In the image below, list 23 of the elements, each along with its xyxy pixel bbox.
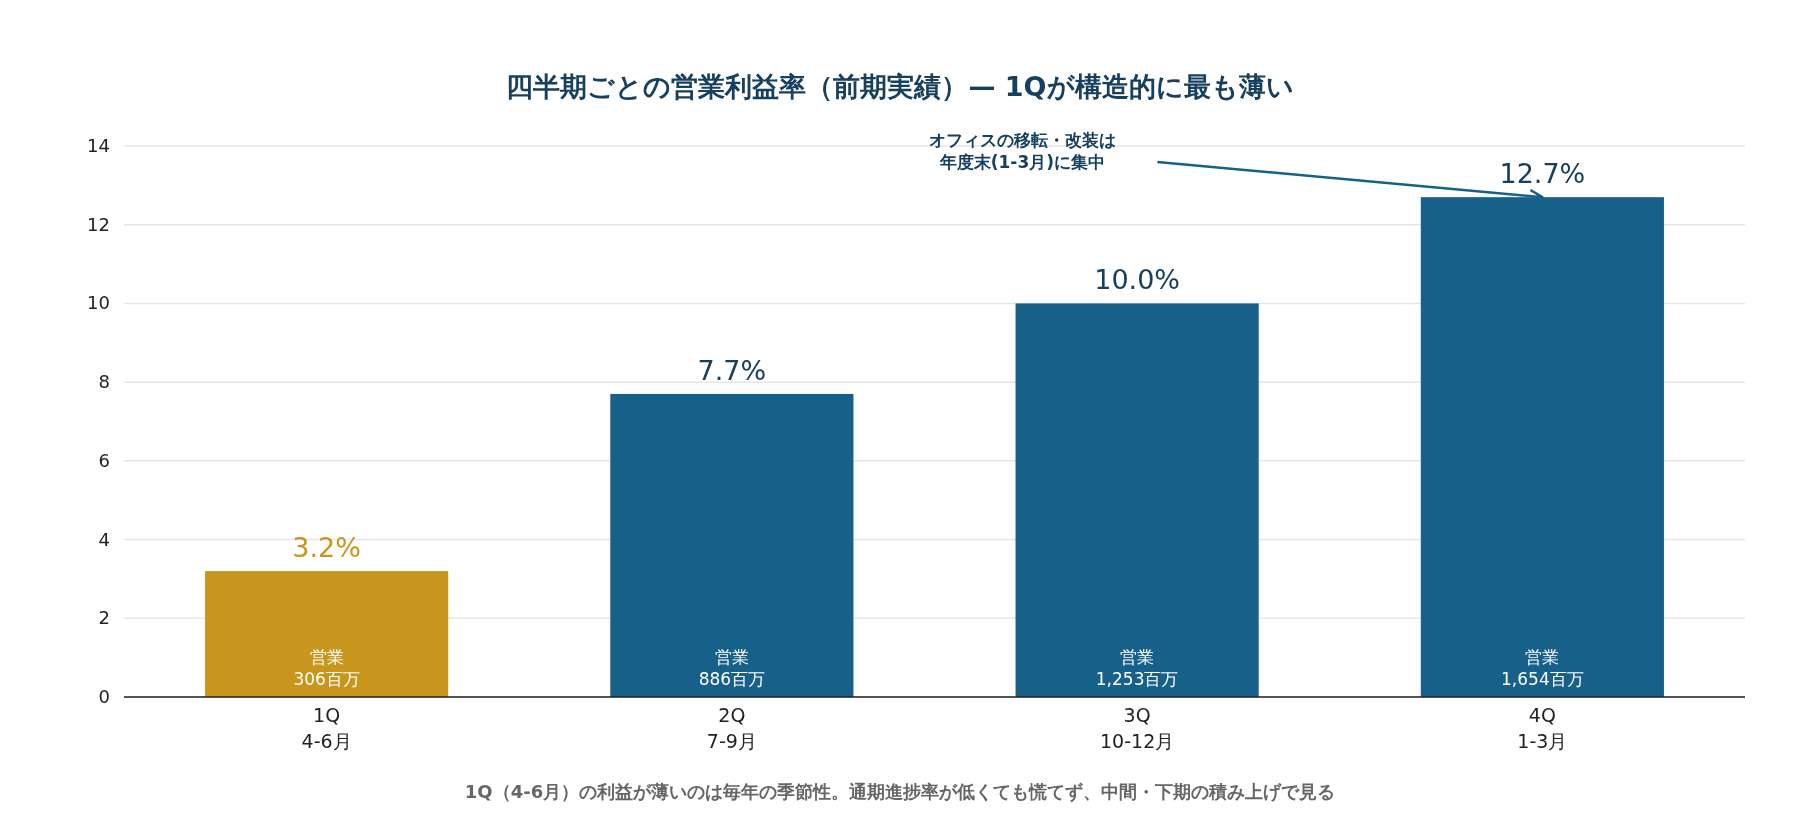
y-tick-label: 12: [87, 213, 110, 235]
y-tick-label: 4: [98, 528, 110, 550]
y-tick-label: 2: [98, 607, 110, 629]
x-tick-label: 1Q 4-6月: [301, 704, 352, 752]
annotation: 営業 1,253百万: [1095, 647, 1179, 689]
data-label: 7.7%: [697, 354, 767, 386]
x-tick-label: 3Q 10-12月: [1100, 704, 1175, 752]
x-tick-label: 2Q 7-9月: [706, 704, 757, 752]
text: 1Q（4-6月）の利益が薄いのは毎年の季節性。通期進捗率が低くても慌てず、中間・下期の積み上げで見る: [464, 781, 1336, 803]
x-tick-label: 4Q 1-3月: [1517, 704, 1568, 752]
data-label: 10.0%: [1094, 264, 1181, 296]
y-tick-label: 10: [87, 292, 110, 314]
y-tick-label: 8: [98, 371, 110, 393]
data-label: 12.7%: [1499, 158, 1586, 190]
y-tick-label: 14: [87, 135, 110, 156]
y-tick-label: 0: [98, 686, 110, 707]
annotation: 営業 306百万: [293, 647, 360, 689]
data-label: 3.2%: [292, 532, 361, 564]
annotation: 営業 886百万: [698, 647, 766, 689]
chart-title: 四半期ごとの営業利益率（前期実績）— 1Qが構造的に最も薄い: [506, 71, 1294, 102]
annotation: オフィスの移転・改装は年度末(1-3月)に集中: [928, 130, 1116, 172]
y-tick-label: 6: [98, 449, 110, 471]
annotation: 営業 1,654百万: [1501, 647, 1584, 689]
